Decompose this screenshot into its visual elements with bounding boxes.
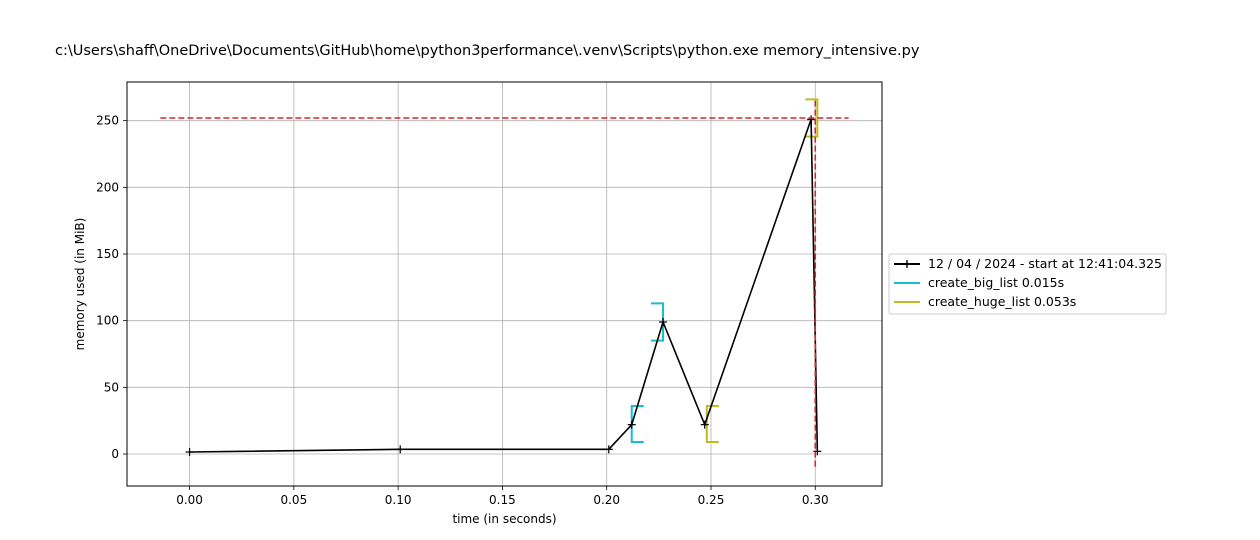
data-point-marker — [659, 318, 668, 326]
data-point-marker — [813, 447, 822, 456]
chart-title: c:\Users\shaff\OneDrive\Documents\GitHub… — [55, 43, 920, 59]
grid-lines — [127, 82, 882, 486]
legend-label: create_big_list 0.015s — [928, 275, 1064, 290]
data-point-marker — [807, 115, 816, 124]
legend-entry: create_huge_list 0.053s — [894, 294, 1076, 309]
y-tick-label: 200 — [96, 180, 119, 194]
bracket-start — [630, 405, 644, 443]
data-point-marker — [604, 445, 613, 454]
memory-series-line — [189, 119, 819, 453]
axes-frame — [126, 81, 883, 487]
data-point-marker — [185, 448, 194, 456]
x-tick-label: 0.05 — [280, 493, 307, 507]
x-tick-label: 0.30 — [802, 493, 829, 507]
x-tick-label: 0.25 — [698, 493, 725, 507]
y-tick-label: 250 — [96, 114, 119, 128]
plot-area — [160, 98, 849, 469]
legend: 12 / 04 / 2024 - start at 12:41:04.325 cr… — [888, 253, 1167, 315]
y-tick-label: 0 — [111, 447, 119, 461]
x-tick-label: 0.10 — [385, 493, 412, 507]
legend-label: create_huge_list 0.053s — [928, 294, 1076, 309]
legend-label: 12 / 04 / 2024 - start at 12:41:04.325 — [928, 256, 1162, 271]
data-point-marker — [627, 420, 636, 429]
y-tick-label: 150 — [96, 247, 119, 261]
bracket-start — [705, 405, 719, 443]
x-axis-label: time (in seconds) — [452, 512, 556, 526]
x-tick-label: 0.20 — [593, 493, 620, 507]
data-point-marker — [700, 420, 709, 429]
y-tick-label: 50 — [104, 380, 119, 394]
legend-entry: create_big_list 0.015s — [894, 275, 1064, 290]
x-tick-label: 0.00 — [176, 493, 203, 507]
data-point-marker — [396, 445, 405, 454]
x-tick-label: 0.15 — [489, 493, 516, 507]
y-axis-ticks: 0 50 100 150 200 250 — [96, 114, 127, 461]
y-axis-label: memory used (in MiB) — [73, 218, 87, 351]
y-tick-label: 100 — [96, 314, 119, 328]
x-axis-ticks: 0.00 0.05 0.10 0.15 0.20 0.25 0.30 — [176, 486, 829, 507]
legend-box — [888, 253, 1167, 315]
legend-entry: 12 / 04 / 2024 - start at 12:41:04.325 — [894, 256, 1162, 271]
